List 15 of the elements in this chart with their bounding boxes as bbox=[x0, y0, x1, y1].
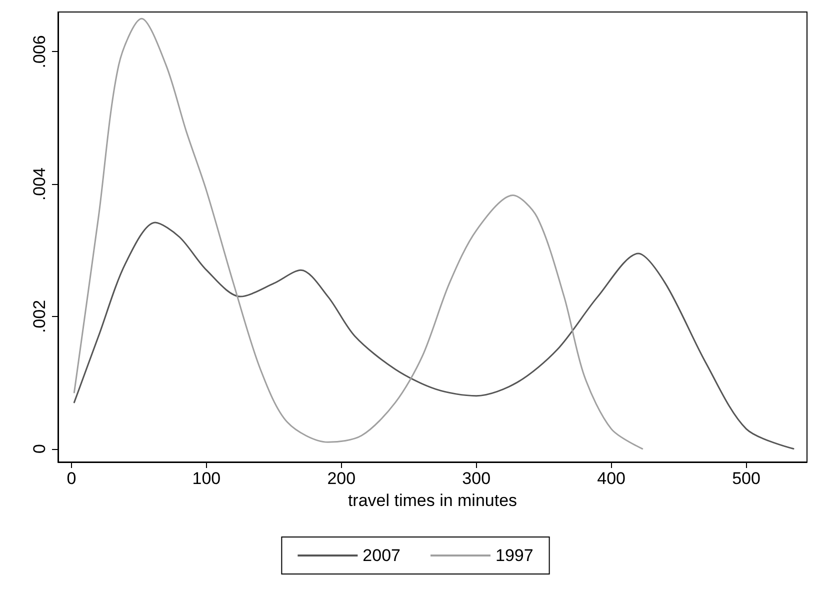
y-tick-label: 0 bbox=[30, 444, 49, 454]
y-tick-label: .002 bbox=[30, 300, 49, 333]
y-tick-label: .006 bbox=[30, 35, 49, 68]
x-tick-label: 300 bbox=[462, 469, 491, 488]
x-tick-label: 200 bbox=[327, 469, 356, 488]
legend-label: 2007 bbox=[362, 546, 401, 565]
x-tick-label: 400 bbox=[597, 469, 626, 488]
x-tick-label: 100 bbox=[192, 469, 221, 488]
legend-label: 1997 bbox=[496, 546, 534, 565]
x-tick-label: 0 bbox=[66, 469, 76, 488]
line-series bbox=[73, 222, 794, 450]
x-axis-title: travel times in minutes bbox=[348, 491, 518, 510]
x-tick-label: 500 bbox=[732, 469, 760, 488]
line-series bbox=[73, 18, 644, 450]
y-tick-label: .004 bbox=[30, 168, 49, 201]
